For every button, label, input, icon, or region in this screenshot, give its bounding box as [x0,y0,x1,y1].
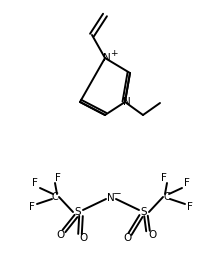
Text: C: C [52,192,58,202]
Text: C: C [164,192,170,202]
Text: N: N [107,193,115,203]
Text: N: N [103,53,111,63]
Text: F: F [29,202,35,212]
Text: F: F [32,178,38,188]
Text: O: O [79,233,87,243]
Text: F: F [161,173,167,183]
Text: F: F [184,178,190,188]
Text: N: N [123,97,131,107]
Text: F: F [187,202,193,212]
Text: O: O [56,230,64,240]
Text: F: F [55,173,61,183]
Text: O: O [123,233,131,243]
Text: S: S [75,207,81,217]
Text: O: O [148,230,156,240]
Text: S: S [141,207,147,217]
Text: −: − [113,189,121,199]
Text: +: + [110,49,118,59]
